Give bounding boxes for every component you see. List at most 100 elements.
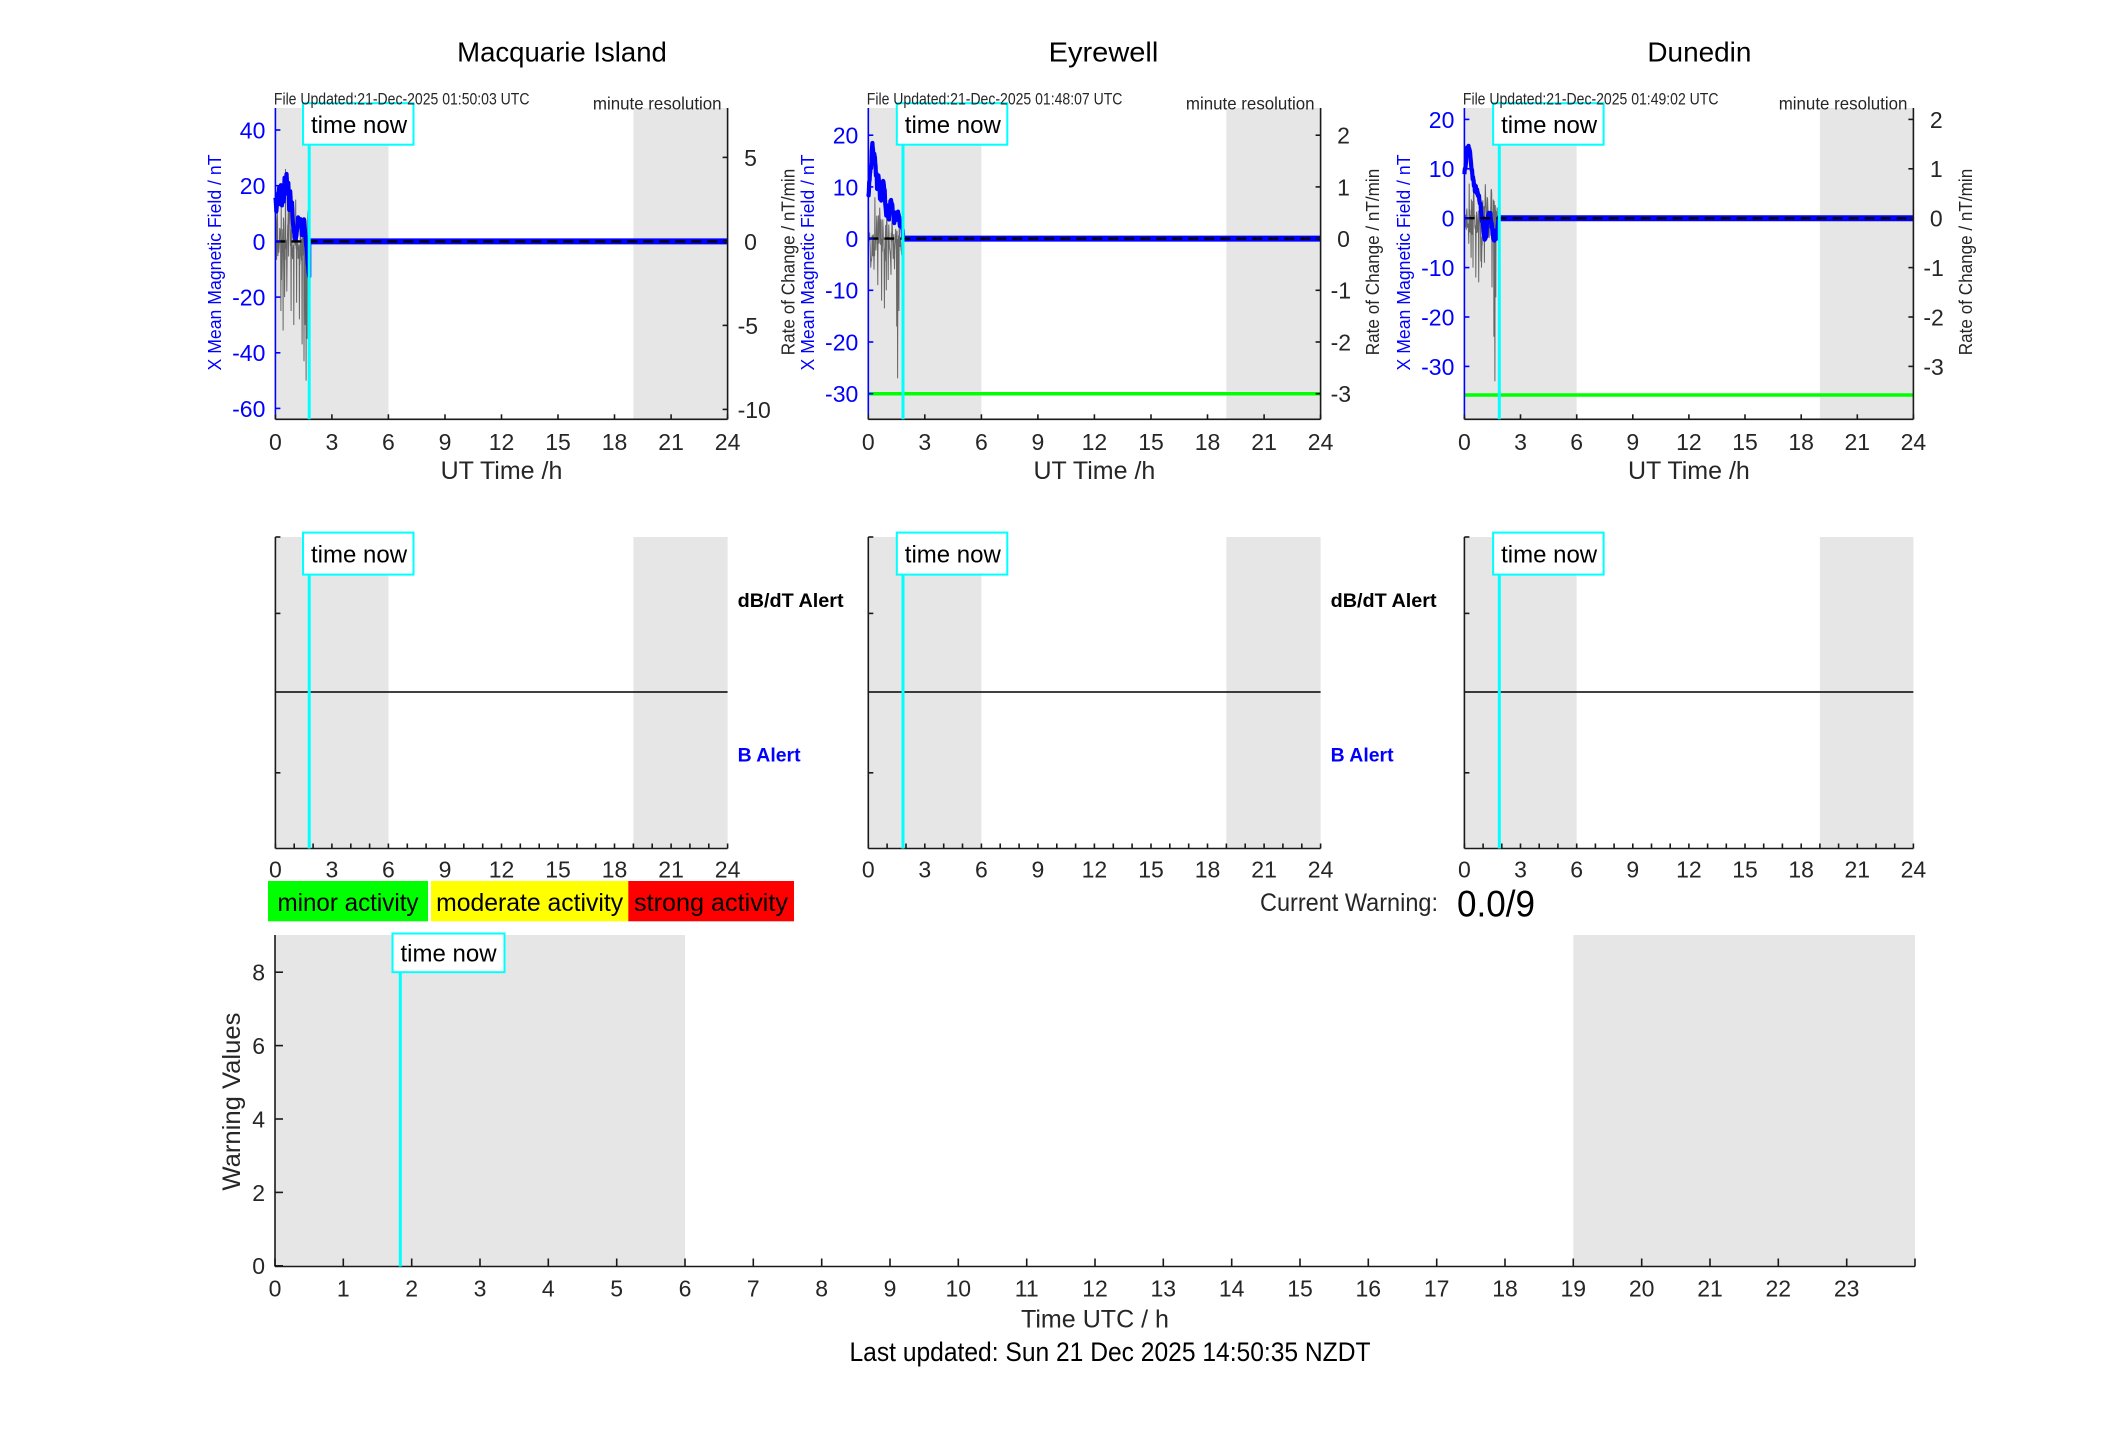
- svg-text:15: 15: [545, 857, 571, 883]
- svg-text:0: 0: [846, 226, 859, 252]
- svg-text:24: 24: [1901, 429, 1927, 455]
- svg-text:3: 3: [1514, 857, 1527, 883]
- svg-text:time now: time now: [401, 941, 498, 968]
- svg-text:5: 5: [744, 145, 757, 171]
- svg-text:0: 0: [269, 429, 282, 455]
- svg-text:Rate of Change / nT/min: Rate of Change / nT/min: [1363, 169, 1383, 355]
- svg-text:0: 0: [1442, 206, 1455, 232]
- svg-text:-20: -20: [825, 329, 858, 355]
- svg-text:10: 10: [1429, 156, 1455, 182]
- svg-text:1: 1: [1337, 174, 1350, 200]
- svg-text:0: 0: [1458, 857, 1471, 883]
- svg-text:13: 13: [1151, 1276, 1177, 1302]
- svg-text:X Mean Magnetic Field / nT: X Mean Magnetic Field / nT: [1394, 155, 1414, 371]
- svg-text:0: 0: [269, 857, 282, 883]
- svg-text:18: 18: [602, 429, 628, 455]
- svg-text:9: 9: [439, 429, 452, 455]
- svg-text:24: 24: [1308, 429, 1334, 455]
- svg-text:10: 10: [946, 1276, 972, 1302]
- svg-text:UT Time /h: UT Time /h: [441, 457, 563, 485]
- svg-text:2: 2: [1930, 107, 1943, 133]
- svg-text:time now: time now: [905, 541, 1002, 568]
- svg-text:6: 6: [1570, 857, 1583, 883]
- svg-text:2: 2: [1337, 123, 1350, 149]
- svg-text:8: 8: [252, 960, 265, 986]
- svg-text:18: 18: [1788, 857, 1814, 883]
- svg-text:19: 19: [1561, 1276, 1587, 1302]
- svg-text:dB/dT Alert: dB/dT Alert: [738, 591, 845, 612]
- svg-text:9: 9: [439, 857, 452, 883]
- svg-text:6: 6: [1570, 429, 1583, 455]
- svg-text:strong activity: strong activity: [634, 889, 788, 917]
- svg-text:Eyrewell: Eyrewell: [1049, 37, 1159, 68]
- svg-text:0: 0: [253, 229, 266, 255]
- svg-text:18: 18: [1788, 429, 1814, 455]
- svg-text:UT Time /h: UT Time /h: [1034, 457, 1156, 485]
- svg-text:3: 3: [918, 857, 931, 883]
- svg-text:Rate of Change / nT/min: Rate of Change / nT/min: [1956, 169, 1976, 355]
- svg-text:3: 3: [918, 429, 931, 455]
- svg-text:24: 24: [715, 857, 741, 883]
- svg-text:0: 0: [269, 1276, 282, 1302]
- svg-text:18: 18: [1195, 857, 1221, 883]
- svg-text:time now: time now: [905, 112, 1002, 139]
- svg-text:21: 21: [1251, 429, 1277, 455]
- svg-text:9: 9: [1032, 429, 1045, 455]
- svg-text:4: 4: [542, 1276, 555, 1302]
- svg-text:24: 24: [715, 429, 741, 455]
- svg-text:18: 18: [602, 857, 628, 883]
- svg-text:1: 1: [1930, 156, 1943, 182]
- svg-text:6: 6: [382, 429, 395, 455]
- svg-text:12: 12: [1676, 857, 1702, 883]
- svg-text:15: 15: [1287, 1276, 1313, 1302]
- svg-text:Macquarie Island: Macquarie Island: [457, 37, 667, 68]
- svg-text:3: 3: [474, 1276, 487, 1302]
- svg-text:12: 12: [1676, 429, 1702, 455]
- svg-text:File Updated:21-Dec-2025 01:50: File Updated:21-Dec-2025 01:50:03 UTC: [274, 90, 530, 108]
- svg-text:time now: time now: [1501, 541, 1598, 568]
- svg-text:-10: -10: [738, 397, 771, 423]
- svg-text:-20: -20: [232, 285, 265, 311]
- svg-text:time now: time now: [311, 541, 408, 568]
- svg-text:12: 12: [1082, 1276, 1108, 1302]
- svg-text:X Mean Magnetic Field / nT: X Mean Magnetic Field / nT: [205, 155, 225, 371]
- svg-text:6: 6: [679, 1276, 692, 1302]
- svg-text:-30: -30: [825, 381, 858, 407]
- svg-text:21: 21: [658, 857, 684, 883]
- svg-text:B Alert: B Alert: [1331, 746, 1395, 767]
- svg-text:5: 5: [610, 1276, 623, 1302]
- svg-text:minute resolution: minute resolution: [1779, 94, 1908, 114]
- svg-text:4: 4: [252, 1106, 265, 1132]
- svg-text:-10: -10: [825, 278, 858, 304]
- svg-text:23: 23: [1834, 1276, 1860, 1302]
- svg-text:-1: -1: [1331, 278, 1351, 304]
- svg-text:6: 6: [975, 429, 988, 455]
- svg-text:0: 0: [862, 429, 875, 455]
- svg-text:-30: -30: [1421, 354, 1454, 380]
- svg-text:21: 21: [1845, 429, 1871, 455]
- svg-text:9: 9: [884, 1276, 897, 1302]
- svg-text:3: 3: [1514, 429, 1527, 455]
- svg-text:-10: -10: [1421, 255, 1454, 281]
- svg-text:40: 40: [240, 117, 266, 143]
- svg-text:0.0/9: 0.0/9: [1457, 884, 1535, 925]
- svg-text:0: 0: [1337, 226, 1350, 252]
- svg-text:12: 12: [489, 857, 515, 883]
- svg-text:File Updated:21-Dec-2025 01:49: File Updated:21-Dec-2025 01:49:02 UTC: [1463, 90, 1719, 108]
- svg-text:21: 21: [1697, 1276, 1723, 1302]
- svg-text:-3: -3: [1331, 381, 1351, 407]
- svg-text:0: 0: [252, 1253, 265, 1279]
- svg-text:6: 6: [975, 857, 988, 883]
- svg-text:10: 10: [833, 174, 859, 200]
- svg-text:-20: -20: [1421, 304, 1454, 330]
- svg-text:-5: -5: [738, 313, 758, 339]
- svg-text:20: 20: [240, 173, 266, 199]
- svg-text:Time UTC / h: Time UTC / h: [1021, 1306, 1169, 1334]
- svg-text:X Mean Magnetic Field / nT: X Mean Magnetic Field / nT: [798, 155, 818, 371]
- svg-text:1: 1: [337, 1276, 350, 1302]
- svg-text:24: 24: [1308, 857, 1334, 883]
- svg-text:B Alert: B Alert: [738, 746, 802, 767]
- svg-text:2: 2: [405, 1276, 418, 1302]
- svg-text:15: 15: [1138, 857, 1164, 883]
- svg-text:15: 15: [1138, 429, 1164, 455]
